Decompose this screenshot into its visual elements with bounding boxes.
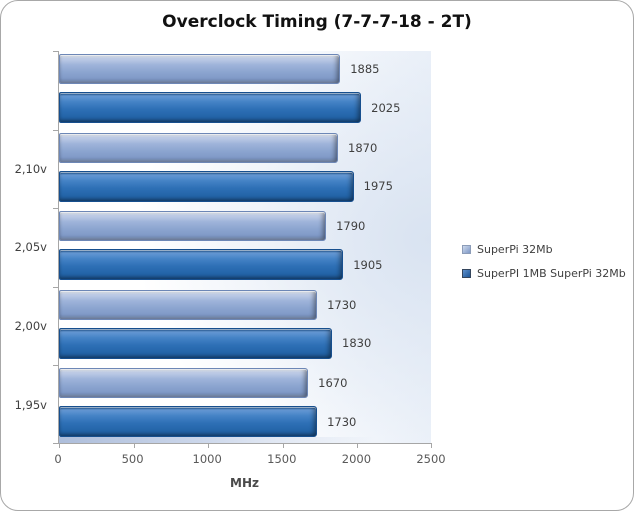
y-axis-tick [53,51,59,52]
x-tick-label: 2500 [416,452,446,466]
legend-item: SuperPi 32Mb [462,243,626,256]
bar-dark [59,327,333,359]
legend-marker-icon [462,269,471,278]
bar-value-label: 1830 [342,336,372,351]
bar-dark [59,406,318,438]
bar-dark [59,92,362,123]
x-tick-label: 1000 [192,452,222,466]
bar-light [59,289,318,320]
x-axis-tick [282,443,284,448]
x-axis-tick [59,443,60,448]
y-axis-tick [53,365,59,367]
bar-dark [59,249,344,281]
category-label [1,51,53,130]
y-axis-tick [53,208,59,210]
x-tick-label: 500 [121,452,144,466]
x-axis-title: MHz [230,476,259,490]
bar-value-label: 1905 [353,257,383,272]
bar-light [59,211,327,242]
bar-value-label: 1730 [327,297,357,312]
legend-marker-icon [462,245,471,254]
y-axis-tick [53,443,59,444]
x-tick-label: 2000 [341,452,372,466]
legend: SuperPi 32Mb SuperPI 1MB SuperPi 32Mb [462,243,626,280]
bar-value-label: 1730 [327,414,357,429]
legend-label: SuperPi 32Mb [477,243,553,256]
x-tick-label: 0 [54,452,62,466]
category-label: 1,95v [14,397,47,412]
category-label: 2,10v [14,161,47,176]
bar-dark [59,170,354,202]
x-tick-label: 1500 [267,452,297,466]
bar-value-label: 1975 [363,179,393,194]
y-axis-tick [53,129,59,131]
category-label: 2,00v [14,319,47,334]
bar-value-label: 1885 [350,62,380,76]
bar-value-label: 1870 [348,140,378,155]
category-label: 2,05v [14,240,47,255]
bar-value-label: 2025 [371,100,401,115]
bar-value-label: 1790 [336,219,366,234]
legend-item: SuperPI 1MB SuperPi 32Mb [462,267,626,280]
bar-light [59,132,338,163]
x-axis-tick [133,443,135,448]
legend-label: SuperPI 1MB SuperPi 32Mb [477,267,626,280]
bar-light [59,368,309,399]
chart-title: Overclock Timing (7-7-7-18 - 2T) [162,12,472,32]
plot-area: 1885 2025 1870 1975 1790 1905 1730 1830 1670 1730 [53,51,432,448]
x-axis-tick [431,443,432,448]
bar-value-label: 1670 [318,376,348,391]
bar-light [59,54,341,84]
x-axis-tick [357,443,359,448]
y-axis-tick [53,286,59,288]
x-axis-tick [208,443,210,448]
